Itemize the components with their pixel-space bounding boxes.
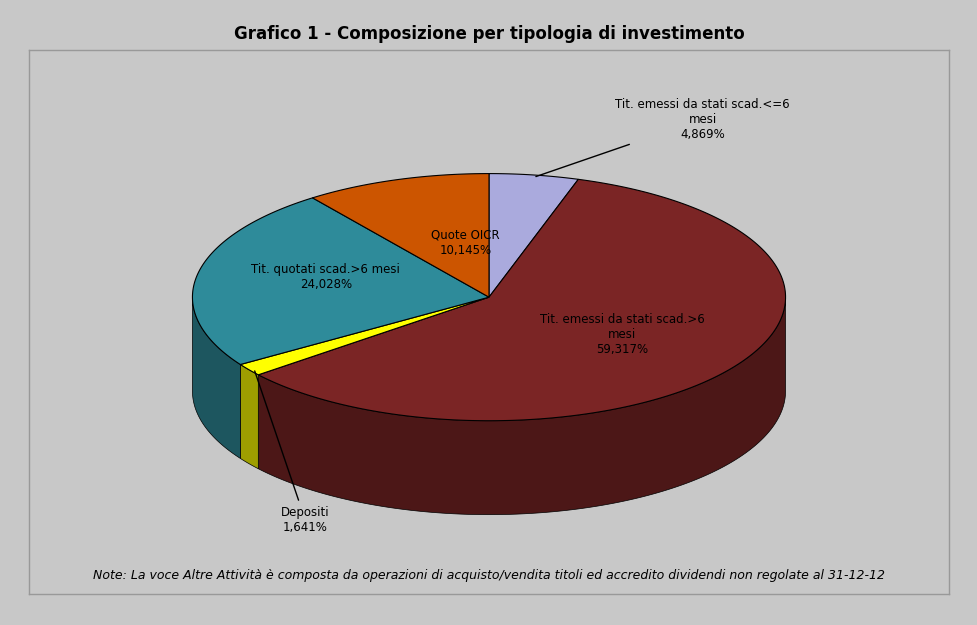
Text: Tit. quotati scad.>6 mesi
24,028%: Tit. quotati scad.>6 mesi 24,028% [251, 263, 400, 291]
Text: Depositi
1,641%: Depositi 1,641% [254, 371, 329, 534]
Text: Tit. emessi da stati scad.<=6
mesi
4,869%: Tit. emessi da stati scad.<=6 mesi 4,869… [535, 98, 789, 176]
Polygon shape [240, 364, 258, 469]
Polygon shape [488, 174, 577, 297]
Text: Tit. emessi da stati scad.>6
mesi
59,317%: Tit. emessi da stati scad.>6 mesi 59,317… [539, 312, 704, 356]
Polygon shape [192, 198, 488, 364]
Polygon shape [192, 298, 240, 458]
Text: Note: La voce Altre Attività è composta da operazioni di acquisto/vendita titoli: Note: La voce Altre Attività è composta … [93, 569, 884, 582]
Text: Quote OICR
10,145%: Quote OICR 10,145% [431, 229, 499, 257]
Polygon shape [258, 179, 785, 421]
Text: Grafico 1 - Composizione per tipologia di investimento: Grafico 1 - Composizione per tipologia d… [234, 25, 743, 43]
Polygon shape [313, 174, 488, 297]
Polygon shape [240, 297, 488, 375]
Polygon shape [258, 298, 785, 514]
